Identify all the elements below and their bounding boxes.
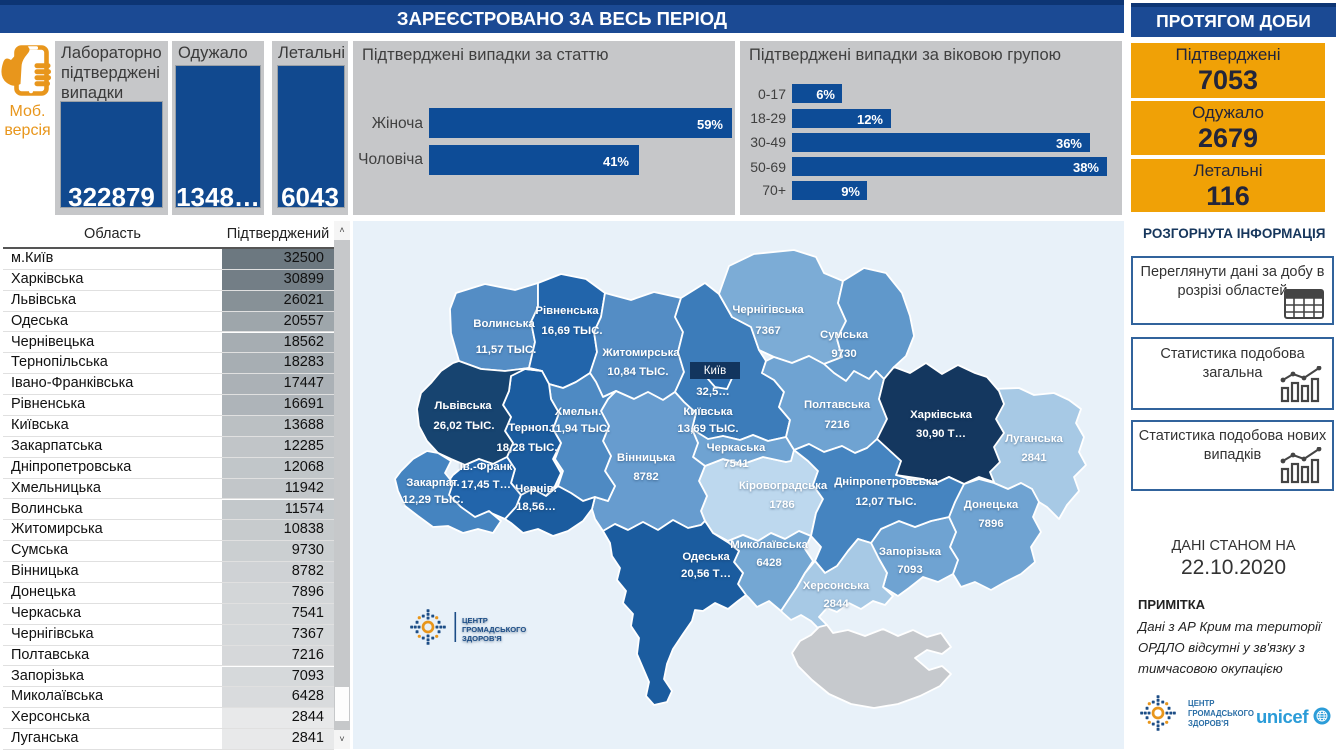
svg-text:Кіровоградська: Кіровоградська: [739, 480, 828, 492]
svg-text:12,07 ТЫС.: 12,07 ТЫС.: [855, 496, 916, 508]
svg-text:ЗДОРОВ'Я: ЗДОРОВ'Я: [462, 634, 502, 643]
svg-text:unicef: unicef: [1256, 706, 1309, 727]
svg-text:18,28 ТЫС.: 18,28 ТЫС.: [496, 442, 557, 454]
svg-text:13,69 ТЫС.: 13,69 ТЫС.: [677, 423, 738, 435]
svg-text:Одеська: Одеська: [682, 551, 730, 563]
svg-text:Чернігівська: Чернігівська: [732, 304, 804, 316]
svg-text:16,69 ТЫС.: 16,69 ТЫС.: [541, 325, 602, 337]
svg-text:11,94 ТЫС.: 11,94 ТЫС.: [550, 423, 611, 435]
svg-text:Київська: Київська: [683, 406, 733, 418]
svg-text:ЦЕНТР: ЦЕНТР: [1188, 699, 1215, 708]
svg-text:Черкаська: Черкаська: [707, 442, 766, 454]
svg-text:18,56…: 18,56…: [516, 501, 556, 513]
svg-text:10,84 ТЫС.: 10,84 ТЫС.: [607, 366, 668, 378]
svg-text:1786: 1786: [769, 499, 794, 511]
svg-text:Сумська: Сумська: [820, 329, 869, 341]
svg-text:Миколаївська: Миколаївська: [730, 539, 808, 551]
svg-text:26,02 ТЫС.: 26,02 ТЫС.: [433, 420, 494, 432]
svg-text:17,45 Т…: 17,45 Т…: [461, 479, 511, 491]
svg-text:7216: 7216: [824, 419, 849, 431]
svg-text:ГРОМАДСЬКОГО: ГРОМАДСЬКОГО: [462, 625, 526, 634]
svg-text:Херсонська: Херсонська: [803, 580, 870, 592]
svg-text:Ів.-Франк: Ів.-Франк: [460, 461, 513, 473]
svg-text:11,57 ТЫС.: 11,57 ТЫС.: [476, 344, 537, 356]
svg-text:Волинська: Волинська: [473, 318, 535, 330]
svg-text:32,5…: 32,5…: [696, 386, 730, 398]
svg-text:ЗДОРОВ'Я: ЗДОРОВ'Я: [1188, 719, 1229, 728]
svg-text:ЦЕНТР: ЦЕНТР: [462, 616, 488, 625]
svg-text:7896: 7896: [978, 518, 1003, 530]
svg-text:Київ: Київ: [704, 365, 726, 377]
svg-text:12,29 ТЫС.: 12,29 ТЫС.: [402, 494, 463, 506]
svg-text:Полтавська: Полтавська: [804, 399, 871, 411]
svg-text:2841: 2841: [1021, 452, 1047, 464]
svg-text:ГРОМАДСЬКОГО: ГРОМАДСЬКОГО: [1188, 709, 1254, 718]
svg-text:Рівненська: Рівненська: [535, 305, 599, 317]
svg-text:7367: 7367: [755, 325, 780, 337]
svg-text:30,90 Т…: 30,90 Т…: [916, 428, 966, 440]
svg-text:20,56 Т…: 20,56 Т…: [681, 568, 731, 580]
svg-text:Терноп.: Терноп.: [508, 422, 552, 434]
svg-text:7541: 7541: [723, 458, 749, 470]
svg-text:Харківська: Харківська: [910, 409, 973, 421]
svg-text:Донецька: Донецька: [964, 499, 1019, 511]
svg-text:Запорізька: Запорізька: [879, 546, 942, 558]
svg-text:Чернів.: Чернів.: [515, 483, 557, 495]
svg-text:Дніпропетровська: Дніпропетровська: [834, 476, 938, 488]
svg-text:6428: 6428: [756, 557, 781, 569]
svg-text:Луганська: Луганська: [1005, 433, 1063, 445]
svg-text:Львівська: Львівська: [434, 400, 492, 412]
svg-text:Хмельн.: Хмельн.: [555, 406, 602, 418]
svg-text:Закарпат.: Закарпат.: [406, 477, 459, 489]
svg-text:2844: 2844: [823, 598, 849, 610]
svg-text:Вінницька: Вінницька: [617, 452, 676, 464]
svg-text:Житомирська: Житомирська: [601, 347, 680, 359]
svg-text:9730: 9730: [831, 348, 856, 360]
svg-text:8782: 8782: [633, 471, 658, 483]
svg-text:7093: 7093: [897, 564, 922, 576]
